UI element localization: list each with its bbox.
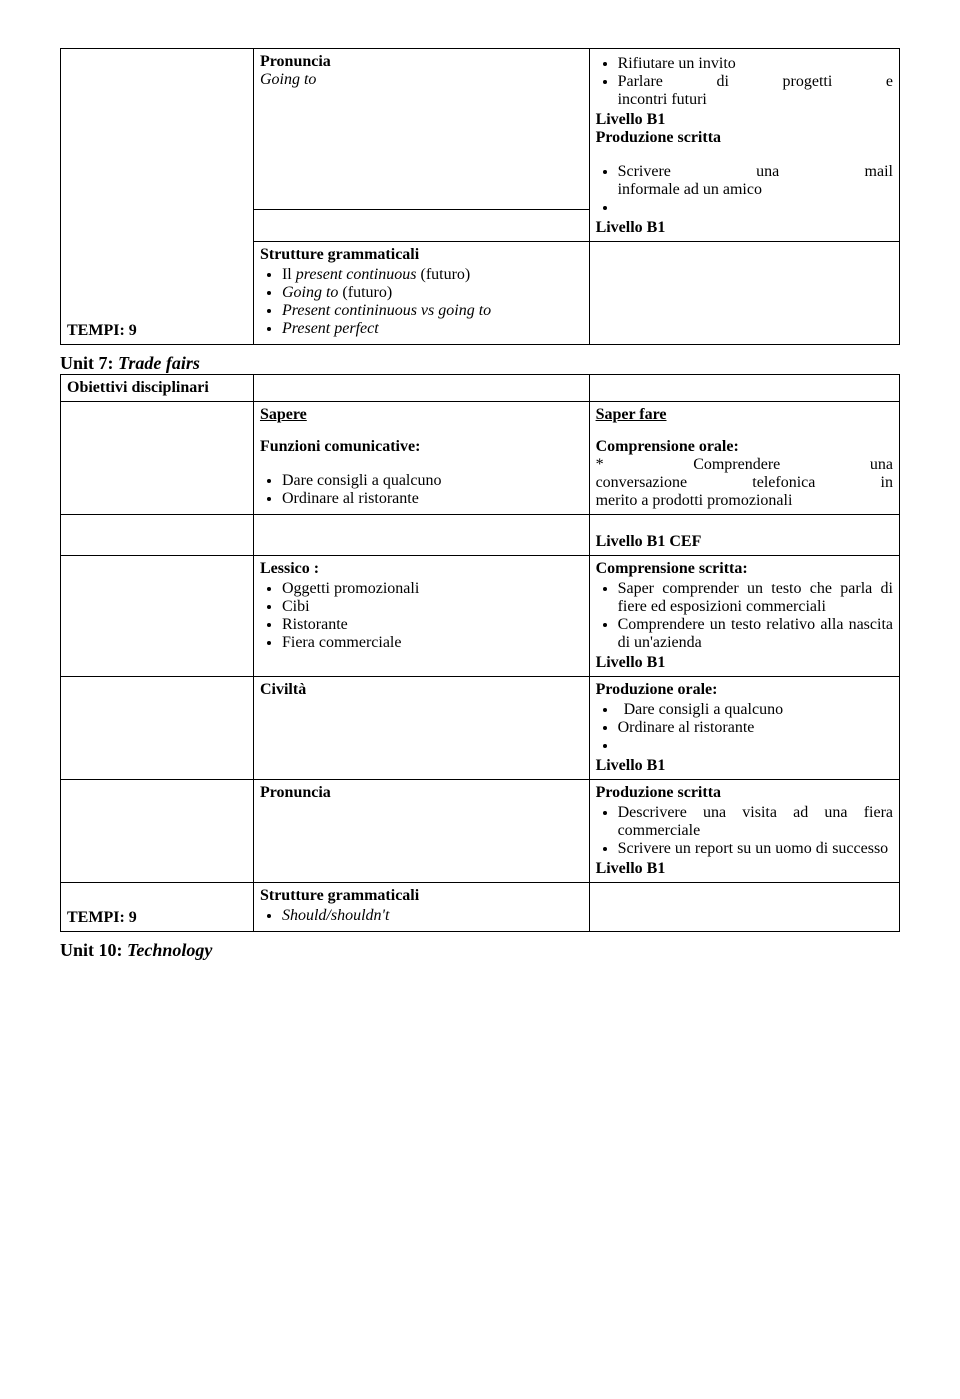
sapere-cell: Sapere Funzioni comunicative: Dare consi… bbox=[253, 402, 589, 515]
co2a: conversazione bbox=[596, 474, 688, 492]
livello-b1-a: Livello B1 bbox=[596, 111, 893, 129]
civilta-label: Civiltà bbox=[260, 681, 583, 699]
comp-orale-row2: conversazione telefonica in bbox=[596, 474, 893, 492]
tempi-label-1: TEMPI: 9 bbox=[67, 322, 247, 340]
empty-u7-b bbox=[589, 375, 899, 402]
empty-mid-cell bbox=[253, 209, 589, 241]
tempi-cell-1: TEMPI: 9 bbox=[61, 49, 254, 345]
rj-line2: incontri futuri bbox=[618, 91, 893, 109]
sm-2: informale ad un amico bbox=[618, 181, 893, 199]
rj-4: e bbox=[886, 73, 893, 91]
pronuncia-item: Going to bbox=[260, 71, 583, 89]
rj-3: progetti bbox=[783, 73, 833, 91]
prod-orale-cell: Produzione orale: Dare consigli a qualcu… bbox=[589, 677, 899, 780]
unit10-heading: Unit 10: Technology bbox=[60, 940, 900, 961]
prod-scritta-label: Produzione scritta bbox=[596, 129, 893, 147]
empty-bullet-2 bbox=[618, 737, 893, 755]
tempi-cell-2: TEMPI: 9 bbox=[61, 883, 254, 932]
prod-scritta-label-2: Produzione scritta bbox=[596, 784, 893, 802]
saper-fare-cell: Saper fare Comprensione orale: * Compren… bbox=[589, 402, 899, 515]
empty-u7-a bbox=[253, 375, 589, 402]
ps-2: Scrivere un report su un uomo di success… bbox=[618, 840, 893, 858]
table-unit7: Obiettivi disciplinari Sapere Funzioni c… bbox=[60, 374, 900, 932]
prod-scritta-cell-2: Produzione scritta Descrivere una visita… bbox=[589, 780, 899, 883]
lessico-cell: Lessico : Oggetti promozionali Cibi Rist… bbox=[253, 556, 589, 677]
unit7-heading: Unit 7: Trade fairs bbox=[60, 353, 900, 374]
funz-1: Dare consigli a qualcuno bbox=[282, 472, 583, 490]
empty-u7-left-5 bbox=[61, 780, 254, 883]
prod-orale-label: Produzione orale: bbox=[596, 681, 893, 699]
saper-fare-label: Saper fare bbox=[596, 406, 667, 423]
co-r: una bbox=[870, 456, 893, 474]
obiettivi-cell: Obiettivi disciplinari bbox=[61, 375, 254, 402]
livello-b1-e: Livello B1 bbox=[596, 860, 893, 878]
rj-2: di bbox=[716, 73, 728, 91]
rj-1: Parlare bbox=[618, 73, 663, 91]
po-1: Dare consigli a qualcuno bbox=[618, 701, 893, 719]
livello-b1-b: Livello B1 bbox=[596, 219, 893, 237]
str-it-3: Present contininuous vs going to bbox=[282, 302, 583, 320]
ps-1: Descrivere una visita ad una fiera comme… bbox=[618, 804, 893, 840]
co2b: telefonica bbox=[752, 474, 815, 492]
table-block-1: TEMPI: 9 Pronuncia Going to Rifiutare un… bbox=[60, 48, 900, 345]
co2c: in bbox=[881, 474, 893, 492]
livello-b1-d: Livello B1 bbox=[596, 757, 893, 775]
pronuncia-label: Pronuncia bbox=[260, 53, 583, 71]
funzioni-label: Funzioni comunicative: bbox=[260, 438, 583, 456]
str-it-1: Il present continuous (futuro) bbox=[282, 266, 583, 284]
scrivere-mail: Scrivere una mail informale ad un amico bbox=[618, 163, 893, 199]
u10-pref: Unit 10: bbox=[60, 940, 127, 960]
livello-cef-cell: Livello B1 CEF bbox=[589, 515, 899, 556]
livello-b1-c: Livello B1 bbox=[596, 654, 893, 672]
funz-2: Ordinare al ristorante bbox=[282, 490, 583, 508]
pronuncia-cell: Pronuncia Going to bbox=[253, 49, 589, 210]
comp-orale-row1: * Comprendere una bbox=[596, 456, 893, 474]
empty-u7-right-last bbox=[589, 883, 899, 932]
po-2: Ordinare al ristorante bbox=[618, 719, 893, 737]
co-star: * bbox=[596, 456, 604, 474]
comp-orale-label: Comprensione orale: bbox=[596, 438, 893, 456]
right-item-2: Parlare di progetti e incontri futuri bbox=[618, 73, 893, 109]
strutture-cell-2: Strutture grammaticali Should/shouldn't bbox=[253, 883, 589, 932]
empty-u7-left-1 bbox=[61, 402, 254, 515]
empty-u7-left-2 bbox=[61, 515, 254, 556]
u10-it: Technology bbox=[127, 940, 212, 960]
comp-scritta-cell: Comprensione scritta: Saper comprender u… bbox=[589, 556, 899, 677]
strutture-label-1: Strutture grammaticali bbox=[260, 246, 583, 264]
empty-right-cell-1 bbox=[589, 242, 899, 345]
sapere-label: Sapere bbox=[260, 406, 307, 423]
lessico-label: Lessico : bbox=[260, 560, 583, 578]
lex-2: Cibi bbox=[282, 598, 583, 616]
pronuncia-cell-2: Pronuncia bbox=[253, 780, 589, 883]
sm-r: mail bbox=[865, 163, 893, 181]
u7-it: Trade fairs bbox=[118, 353, 200, 373]
livello-b1-cef: Livello B1 CEF bbox=[596, 533, 893, 551]
sm-m: una bbox=[756, 163, 779, 181]
str-it-2: Going to (futuro) bbox=[282, 284, 583, 302]
strutture-cell-1: Strutture grammaticali Il present contin… bbox=[253, 242, 589, 345]
sm-l: Scrivere bbox=[618, 163, 671, 181]
comp-scritta-label: Comprensione scritta: bbox=[596, 560, 893, 578]
u7-pref: Unit 7: bbox=[60, 353, 118, 373]
lex-4: Fiera commerciale bbox=[282, 634, 583, 652]
empty-bullet-1 bbox=[618, 199, 893, 217]
civilta-cell: Civiltà bbox=[253, 677, 589, 780]
empty-u7-left-4 bbox=[61, 677, 254, 780]
empty-u7-mid-2 bbox=[253, 515, 589, 556]
str2-it-1: Should/shouldn't bbox=[282, 907, 583, 925]
pronuncia-label-2: Pronuncia bbox=[260, 784, 583, 802]
co-mid: Comprendere bbox=[693, 456, 780, 474]
strutture-label-2: Strutture grammaticali bbox=[260, 887, 583, 905]
lex-1: Oggetti promozionali bbox=[282, 580, 583, 598]
empty-u7-left-3 bbox=[61, 556, 254, 677]
lex-3: Ristorante bbox=[282, 616, 583, 634]
tempi-label-2: TEMPI: 9 bbox=[67, 909, 247, 927]
str-it-4: Present perfect bbox=[282, 320, 583, 338]
cs-2: Comprendere un testo relativo alla nasci… bbox=[618, 616, 893, 652]
right-item-1: Rifiutare un invito bbox=[618, 55, 893, 73]
right-top-cell: Rifiutare un invito Parlare di progetti … bbox=[589, 49, 899, 242]
comp-orale-row3: merito a prodotti promozionali bbox=[596, 492, 893, 510]
cs-1: Saper comprender un testo che parla di f… bbox=[618, 580, 893, 616]
